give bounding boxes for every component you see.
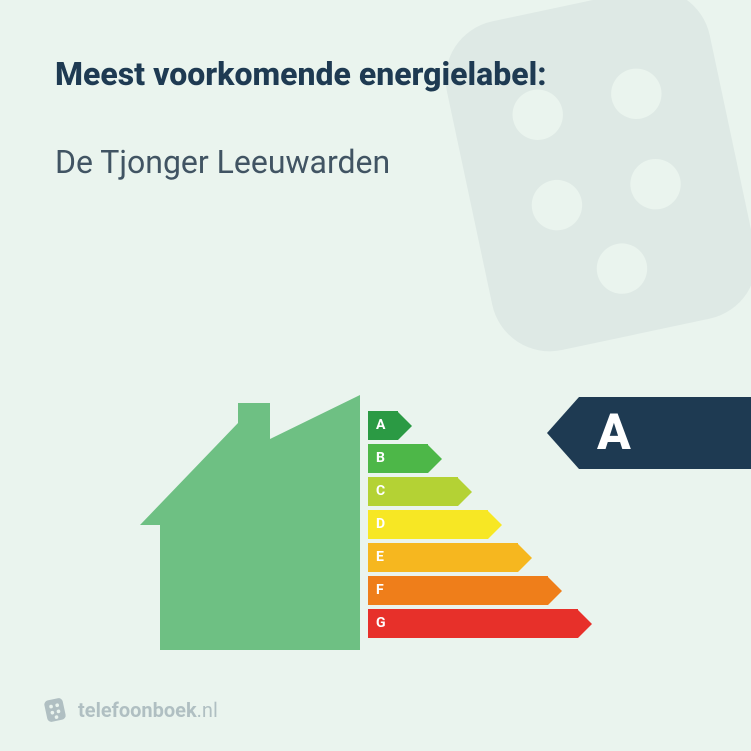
page-title: Meest voorkomende energielabel: — [55, 55, 696, 93]
energy-bar-label: F — [376, 576, 384, 605]
footer-brand-light: .nl — [197, 698, 218, 722]
footer-brand-text: telefoonboek.nl — [78, 698, 218, 722]
energy-bar-label: D — [376, 510, 385, 539]
footer-branding: telefoonboek.nl — [42, 697, 218, 723]
result-badge: A — [547, 397, 751, 469]
energy-bar-label: B — [376, 444, 385, 473]
phone-book-icon — [40, 695, 71, 726]
house-icon — [140, 395, 360, 650]
energy-bar-label: C — [376, 477, 385, 506]
energy-bar-label: G — [376, 609, 386, 638]
footer-brand-bold: telefoonboek — [78, 698, 197, 722]
energy-bar-label: A — [376, 411, 385, 440]
result-letter: A — [597, 404, 631, 462]
energy-bar-label: E — [376, 543, 384, 572]
location-name: De Tjonger Leeuwarden — [55, 143, 696, 181]
